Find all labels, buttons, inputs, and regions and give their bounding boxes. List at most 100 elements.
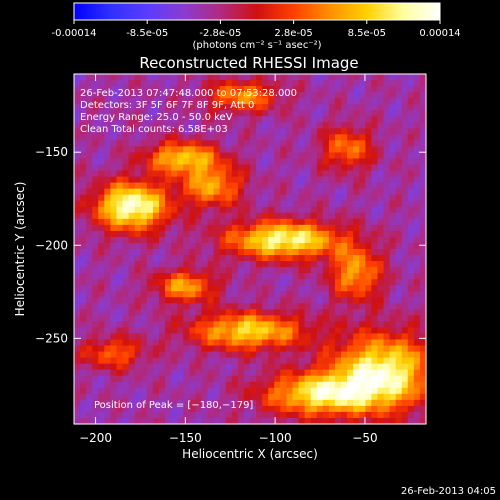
heatmap-cell — [207, 297, 215, 304]
heatmap-cell — [134, 249, 142, 256]
heatmap-cell — [256, 399, 263, 407]
heatmap-cell — [98, 104, 105, 111]
heatmap-cell — [274, 279, 281, 286]
heatmap-cell — [401, 152, 409, 160]
heatmap-cell — [189, 200, 196, 208]
heatmap-cell — [268, 152, 275, 160]
heatmap-cell — [268, 80, 275, 87]
heatmap-cell — [389, 369, 397, 377]
heatmap-cell — [383, 315, 391, 323]
heatmap-cell — [316, 393, 324, 401]
heatmap-cell — [237, 242, 245, 250]
heatmap-cell — [407, 170, 415, 178]
heatmap-cell — [237, 345, 245, 353]
heatmap-cell — [86, 405, 93, 413]
heatmap-cell — [286, 339, 294, 347]
heatmap-cell — [310, 218, 318, 226]
heatmap-cell — [262, 357, 269, 365]
heatmap-cell — [389, 273, 397, 280]
heatmap-cell — [80, 242, 87, 250]
heatmap-cell — [280, 242, 288, 250]
heatmap-cell — [341, 285, 348, 292]
heatmap-cell — [304, 393, 312, 401]
heatmap-cell — [365, 128, 372, 135]
heatmap-cell — [183, 411, 190, 419]
heatmap-cell — [171, 297, 178, 304]
heatmap-cell — [195, 212, 203, 220]
heatmap-cell — [419, 309, 427, 316]
heatmap-cell — [328, 230, 336, 238]
heatmap-cell — [371, 387, 379, 395]
heatmap-cell — [201, 357, 209, 365]
heatmap-cell — [256, 387, 263, 395]
heatmap-cell — [328, 369, 336, 377]
heatmap-cell — [80, 261, 87, 268]
heatmap-cell — [286, 381, 294, 389]
heatmap-cell — [171, 218, 178, 226]
heatmap-cell — [80, 405, 87, 413]
heatmap-cell — [122, 387, 130, 395]
heatmap-cell — [298, 152, 306, 160]
heatmap-cell — [310, 188, 318, 196]
heatmap-cell — [286, 291, 294, 298]
heatmap-cell — [395, 405, 403, 413]
heatmap-cell — [250, 363, 257, 371]
heatmap-cell — [377, 146, 385, 154]
heatmap-cell — [225, 236, 233, 244]
heatmap-cell — [195, 267, 203, 274]
heatmap-cell — [322, 158, 330, 166]
heatmap-cell — [122, 399, 130, 407]
heatmap-cell — [201, 279, 209, 286]
heatmap-cell — [334, 369, 342, 377]
heatmap-cell — [207, 345, 215, 353]
heatmap-cell — [413, 381, 421, 389]
heatmap-cell — [371, 224, 379, 232]
heatmap-cell — [183, 218, 190, 226]
heatmap-cell — [407, 339, 415, 347]
heatmap-cell — [407, 399, 415, 407]
heatmap-cell — [371, 92, 379, 99]
heatmap-cell — [268, 206, 275, 214]
heatmap-cell — [334, 375, 342, 383]
heatmap-cell — [146, 399, 154, 407]
heatmap-cell — [365, 140, 372, 148]
heatmap-cell — [86, 194, 93, 202]
heatmap-cell — [292, 236, 300, 244]
heatmap-cell — [219, 98, 227, 105]
heatmap-cell — [128, 212, 136, 220]
heatmap-cell — [122, 357, 130, 365]
heatmap-cell — [104, 188, 112, 196]
heatmap-cell — [280, 74, 288, 81]
heatmap-cell — [304, 146, 312, 154]
heatmap-cell — [256, 74, 263, 81]
heatmap-cell — [316, 363, 324, 371]
heatmap-cell — [237, 363, 245, 371]
heatmap-cell — [347, 122, 354, 129]
heatmap-cell — [98, 249, 105, 256]
heatmap-cell — [280, 164, 288, 172]
heatmap-cell — [407, 212, 415, 220]
heatmap-cell — [322, 206, 330, 214]
heatmap-cell — [413, 104, 421, 111]
heatmap-cell — [146, 230, 154, 238]
heatmap-cell — [353, 146, 360, 154]
heatmap-cell — [413, 116, 421, 123]
heatmap-cell — [195, 297, 203, 304]
heatmap-cell — [310, 333, 318, 341]
heatmap-cell — [231, 158, 239, 166]
heatmap-cell — [74, 405, 81, 413]
heatmap-cell — [231, 170, 239, 178]
heatmap-cell — [171, 242, 178, 250]
heatmap-cell — [274, 80, 281, 87]
heatmap-cell — [280, 110, 288, 117]
heatmap-cell — [280, 230, 288, 238]
heatmap-cell — [219, 146, 227, 154]
heatmap-cell — [110, 98, 118, 105]
heatmap-cell — [98, 291, 105, 298]
heatmap-cell — [328, 411, 336, 419]
heatmap-cell — [213, 297, 221, 304]
heatmap-cell — [98, 128, 105, 135]
heatmap-cell — [286, 321, 294, 329]
heatmap-cell — [304, 122, 312, 129]
heatmap-cell — [158, 327, 166, 335]
